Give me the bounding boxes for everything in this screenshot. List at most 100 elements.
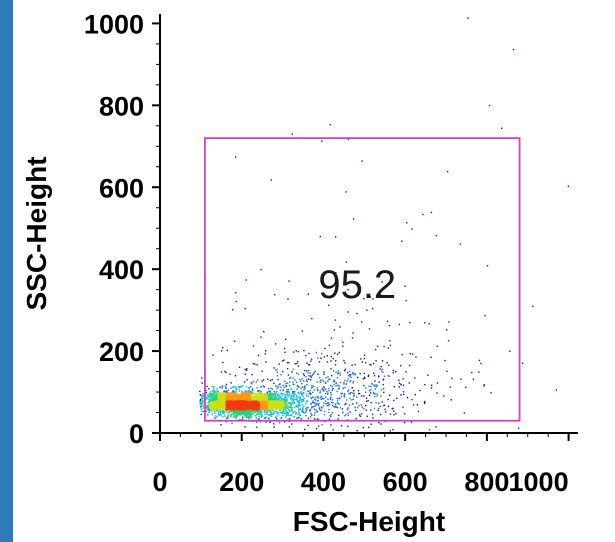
event-dot [240, 391, 243, 393]
event-dot [235, 390, 237, 392]
event-dot [308, 375, 310, 377]
event-dot [313, 418, 316, 420]
event-dot [409, 321, 411, 324]
event-dot [216, 391, 219, 393]
event-dot [213, 391, 215, 393]
event-dot [282, 411, 284, 413]
event-dot [294, 406, 296, 408]
event-dot [232, 411, 235, 413]
event-dot [297, 365, 300, 367]
event-dot [321, 140, 323, 142]
event-dot [241, 411, 244, 414]
event-dot [227, 415, 229, 418]
event-dot [272, 398, 276, 401]
event-dot [244, 308, 246, 310]
event-dot [342, 341, 344, 344]
event-dot [332, 370, 335, 372]
event-dot [245, 409, 248, 412]
event-dot [244, 381, 246, 383]
event-dot [215, 394, 219, 397]
gate-rectangle[interactable] [204, 137, 521, 422]
event-dot [201, 397, 204, 400]
event-dot [303, 369, 306, 372]
event-dot [282, 388, 284, 391]
event-dot [414, 393, 416, 396]
event-dot [250, 406, 253, 409]
event-dot [267, 378, 269, 380]
event-dot [365, 397, 368, 399]
event-dot [404, 285, 406, 287]
event-dot [232, 392, 235, 395]
event-dot [296, 388, 298, 390]
event-dot [480, 362, 482, 365]
event-dot [261, 397, 264, 400]
event-dot [388, 375, 390, 377]
event-dot [290, 408, 293, 411]
event-dot [349, 375, 351, 377]
event-dot [362, 378, 365, 380]
event-dot [271, 388, 274, 390]
event-dot [336, 407, 339, 409]
event-dot [309, 389, 312, 392]
event-dot [239, 408, 242, 411]
event-dot [339, 326, 341, 328]
x-tick-label: 600 [383, 467, 428, 497]
event-dot [214, 412, 216, 414]
event-dot [305, 410, 307, 413]
event-dot [224, 414, 226, 416]
event-dot [404, 421, 406, 424]
event-dot [352, 382, 354, 384]
event-dot [348, 392, 350, 395]
event-dot [341, 392, 343, 395]
event-dot [288, 361, 290, 364]
event-dot [218, 400, 221, 403]
event-dot [278, 383, 280, 386]
event-dot [214, 415, 216, 417]
event-dot [436, 345, 439, 347]
event-dot [230, 401, 233, 405]
event-dot [298, 409, 300, 411]
event-dot [344, 403, 346, 406]
event-dot [213, 408, 216, 411]
event-dot [244, 426, 246, 428]
event-dot [414, 377, 416, 379]
event-dot [365, 400, 368, 402]
event-dot [225, 406, 228, 409]
event-dot [309, 372, 311, 374]
event-dot [260, 390, 262, 392]
event-dot [340, 395, 343, 398]
event-dot [369, 363, 371, 366]
event-dot [242, 393, 245, 396]
event-dot [347, 311, 349, 313]
event-dot [374, 393, 376, 395]
event-dot [288, 402, 291, 405]
event-dot [334, 236, 337, 238]
event-dot [270, 414, 272, 416]
event-dot [258, 418, 260, 420]
event-dot [227, 405, 230, 408]
event-dot [242, 402, 245, 405]
event-dot [306, 406, 308, 409]
event-dot [344, 393, 346, 395]
event-dot [377, 409, 379, 411]
event-dot [258, 398, 261, 401]
event-dot [286, 397, 288, 399]
event-dot [292, 400, 294, 402]
event-dot [288, 414, 290, 417]
event-dot [316, 381, 318, 383]
y-tick-label: 1000 [84, 9, 144, 39]
event-dot [283, 398, 286, 400]
event-dot [299, 408, 301, 410]
event-dot [273, 410, 275, 413]
event-dot [282, 409, 285, 411]
event-dot [338, 372, 340, 374]
event-dot [311, 397, 313, 400]
event-dot [248, 390, 250, 392]
event-dot [245, 385, 248, 388]
event-dot [244, 412, 248, 415]
event-dot [271, 408, 274, 411]
event-dot [325, 388, 327, 391]
event-dot [343, 395, 345, 397]
event-dot [234, 375, 237, 377]
event-dot [257, 354, 260, 356]
